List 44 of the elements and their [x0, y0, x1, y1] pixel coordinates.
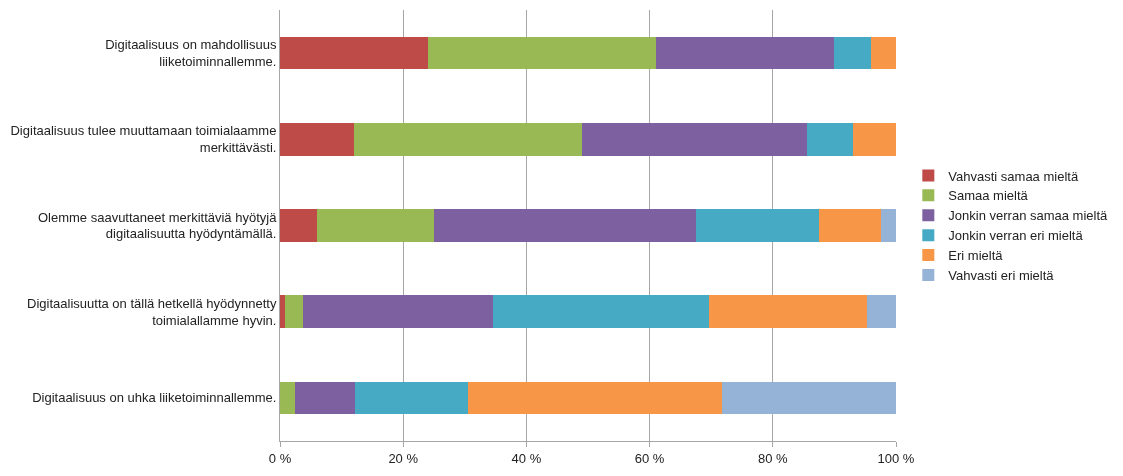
- bar: [280, 295, 285, 329]
- legend-label: Vahvasti samaa mieltä: [948, 168, 1079, 184]
- x-tick-label: 80 %: [757, 450, 789, 466]
- bar: [834, 36, 872, 70]
- bar: [303, 295, 494, 329]
- x-tick-label: 20 %: [388, 450, 419, 466]
- bar: [806, 122, 853, 156]
- bar: [353, 122, 582, 156]
- bar: [280, 381, 295, 415]
- x-tick-label: 100 %: [877, 450, 915, 466]
- legend-label: Eri mieltä: [948, 248, 1004, 264]
- y-tick-label: Olemme saavuttaneet merkittäviä hyötyjä digitaalisuutta hyödyntämällä.: [37, 209, 278, 242]
- legend-label: Jonkin verran eri mieltä: [948, 228, 1084, 244]
- bar: [871, 36, 896, 70]
- bar: [294, 381, 356, 415]
- bar: [434, 209, 696, 242]
- bar: [819, 209, 881, 242]
- legend-label: Jonkin verran samaa mieltä: [948, 208, 1109, 224]
- y-tick-label: Digitaalisuus tulee muuttamaan toimialaamme merkittävästi.: [10, 123, 277, 156]
- bar: [427, 36, 656, 70]
- x-tick-label: 60 %: [634, 450, 665, 466]
- bar: [280, 122, 354, 156]
- y-tick-label: Digitaalisuus on mahdollisuus liiketoiminnallemme.: [105, 37, 277, 70]
- bar: [493, 295, 709, 329]
- bar: [708, 295, 868, 329]
- bar: [280, 36, 428, 70]
- bar: [280, 209, 317, 242]
- x-tick-label: 40 %: [511, 450, 542, 466]
- bar: [655, 36, 835, 70]
- bar: [867, 295, 896, 329]
- legend-label: Vahvasti eri mieltä: [948, 268, 1055, 284]
- bar: [695, 209, 819, 242]
- bar: [852, 122, 896, 156]
- legend-label: Samaa mieltä: [948, 188, 1029, 204]
- bar: [467, 381, 722, 415]
- y-tick-label: Digitaalisuus on uhka liiketoiminnallemme.: [32, 390, 277, 406]
- bar: [284, 295, 304, 329]
- bar: [581, 122, 807, 156]
- bar: [880, 209, 896, 242]
- x-tick-label: 0 %: [268, 450, 292, 466]
- bar: [721, 381, 896, 415]
- bar: [316, 209, 434, 242]
- bar: [355, 381, 468, 415]
- y-tick-label: Digitaalisuutta on tällä hetkellä hyödynnetty toimialallamme hyvin.: [27, 295, 277, 328]
